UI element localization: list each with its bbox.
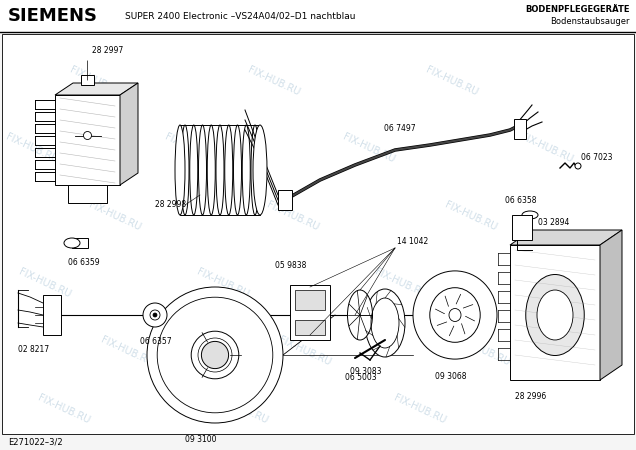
Text: E271022–3/2: E271022–3/2 <box>8 437 62 446</box>
Text: 06 7023: 06 7023 <box>581 153 612 162</box>
Bar <box>290 285 330 340</box>
FancyArrowPatch shape <box>436 309 445 314</box>
Text: BODENPFLEGEGERÄTE: BODENPFLEGEGERÄTE <box>525 4 630 13</box>
Text: FIX-HUB.RU: FIX-HUB.RU <box>100 334 155 368</box>
Text: 05 9838: 05 9838 <box>275 261 307 270</box>
FancyArrowPatch shape <box>450 326 454 336</box>
Text: 06 6359: 06 6359 <box>68 258 100 267</box>
Text: 06 6357: 06 6357 <box>140 337 172 346</box>
Text: 03 2894: 03 2894 <box>538 218 569 227</box>
Polygon shape <box>120 83 138 185</box>
FancyArrowPatch shape <box>437 322 446 325</box>
Bar <box>180 125 260 215</box>
Bar <box>55 95 120 185</box>
Bar <box>295 290 325 310</box>
Bar <box>72 238 88 248</box>
Text: 28 2998: 28 2998 <box>155 200 186 209</box>
Text: FIX-HUB.RU: FIX-HUB.RU <box>195 267 250 300</box>
Bar <box>43 295 61 335</box>
Text: FIX-HUB.RU: FIX-HUB.RU <box>4 132 59 165</box>
Text: FIX-HUB.RU: FIX-HUB.RU <box>456 334 511 368</box>
Text: 06 6358: 06 6358 <box>505 196 537 205</box>
Ellipse shape <box>526 274 584 356</box>
Ellipse shape <box>175 125 185 215</box>
Ellipse shape <box>537 290 573 340</box>
Circle shape <box>83 131 92 140</box>
Text: FIX-HUB.RU: FIX-HUB.RU <box>214 393 269 426</box>
Ellipse shape <box>347 290 373 340</box>
Ellipse shape <box>202 342 228 369</box>
Text: FIX-HUB.RU: FIX-HUB.RU <box>551 267 606 300</box>
Ellipse shape <box>147 287 283 423</box>
Text: FIX-HUB.RU: FIX-HUB.RU <box>246 64 301 98</box>
Ellipse shape <box>64 238 80 248</box>
Circle shape <box>153 313 157 317</box>
Text: FIX-HUB.RU: FIX-HUB.RU <box>87 199 142 233</box>
Text: FIX-HUB.RU: FIX-HUB.RU <box>392 393 447 426</box>
Ellipse shape <box>522 211 538 219</box>
Bar <box>512 215 532 240</box>
Polygon shape <box>600 230 622 380</box>
Text: FIX-HUB.RU: FIX-HUB.RU <box>424 64 479 98</box>
Circle shape <box>143 303 167 327</box>
Ellipse shape <box>449 309 461 321</box>
Ellipse shape <box>365 289 405 357</box>
Bar <box>514 119 526 139</box>
Text: 14 1042: 14 1042 <box>397 237 428 246</box>
Text: 06 5003: 06 5003 <box>345 373 377 382</box>
Text: 28 2997: 28 2997 <box>92 46 124 55</box>
Text: 28 2996: 28 2996 <box>515 392 546 401</box>
Bar <box>2 34 634 434</box>
Bar <box>0 0 636 32</box>
Text: FIX-HUB.RU: FIX-HUB.RU <box>373 267 428 300</box>
Bar <box>81 75 94 85</box>
Polygon shape <box>510 230 622 245</box>
Text: FIX-HUB.RU: FIX-HUB.RU <box>342 132 396 165</box>
Ellipse shape <box>253 125 267 215</box>
Bar <box>180 125 260 215</box>
Text: Bodenstaubsauger: Bodenstaubsauger <box>551 18 630 27</box>
Text: FIX-HUB.RU: FIX-HUB.RU <box>36 393 91 426</box>
FancyArrowPatch shape <box>466 316 474 321</box>
Text: 02 8217: 02 8217 <box>18 345 49 354</box>
Text: FIX-HUB.RU: FIX-HUB.RU <box>278 334 333 368</box>
Text: 06 7497: 06 7497 <box>384 124 416 133</box>
Bar <box>295 320 325 335</box>
FancyArrowPatch shape <box>462 324 465 334</box>
Bar <box>510 245 600 380</box>
Text: FIX-HUB.RU: FIX-HUB.RU <box>265 199 320 233</box>
Circle shape <box>575 163 581 169</box>
Text: FIX-HUB.RU: FIX-HUB.RU <box>520 132 574 165</box>
Circle shape <box>150 310 160 320</box>
Text: FIX-HUB.RU: FIX-HUB.RU <box>17 267 72 300</box>
Text: FIX-HUB.RU: FIX-HUB.RU <box>163 132 218 165</box>
Bar <box>278 190 292 210</box>
FancyArrowPatch shape <box>456 294 460 304</box>
FancyArrowPatch shape <box>445 296 448 306</box>
Text: FIX-HUB.RU: FIX-HUB.RU <box>68 64 123 98</box>
Polygon shape <box>55 83 138 95</box>
Text: 09 3083: 09 3083 <box>350 367 382 376</box>
Text: 09 3100: 09 3100 <box>185 435 216 444</box>
FancyArrowPatch shape <box>463 305 473 308</box>
Text: FIX-HUB.RU: FIX-HUB.RU <box>443 199 498 233</box>
Ellipse shape <box>413 271 497 359</box>
Text: SUPER 2400 Electronic –VS24A04/02–D1 nachtblau: SUPER 2400 Electronic –VS24A04/02–D1 nac… <box>125 12 356 21</box>
Text: 09 3068: 09 3068 <box>435 372 466 381</box>
Bar <box>68 185 107 203</box>
Text: SIEMENS: SIEMENS <box>8 7 98 25</box>
